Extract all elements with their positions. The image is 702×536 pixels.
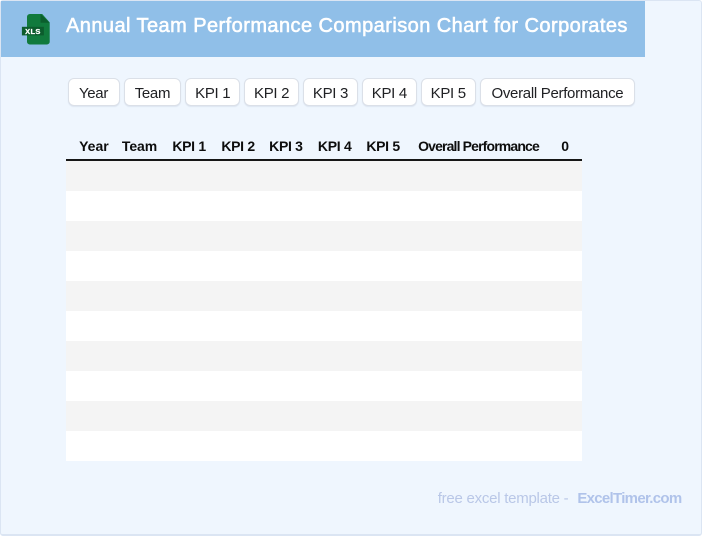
svg-text:XLS: XLS bbox=[25, 27, 41, 36]
